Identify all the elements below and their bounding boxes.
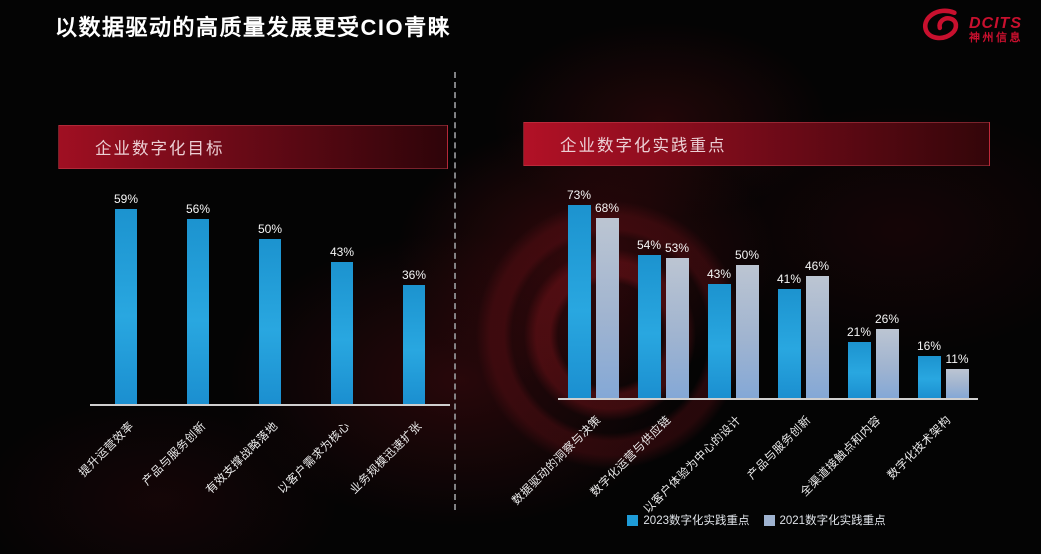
bar-value-label: 73% (566, 188, 592, 202)
bar-item: 50% (257, 222, 283, 404)
bar (595, 218, 619, 398)
logo-brand-text: DCITS (969, 14, 1022, 32)
bar (945, 369, 969, 398)
practice-category-axis: 数据驱动的洞察与决策 数字化运营与供应链 以客户体验为中心的设计 产品与服务创新 全渠道… (510, 400, 978, 516)
legend-swatch-2023 (627, 514, 639, 526)
bar-value-label: 41% (776, 272, 802, 286)
bar-item: 43% (706, 267, 732, 398)
bar-value-label: 36% (401, 268, 427, 282)
bar-value-label: 53% (664, 241, 690, 255)
goals-header-banner: 企业数字化目标 (58, 125, 448, 169)
legend-swatch-2021 (763, 514, 775, 526)
bar-group: 54% 53% (628, 238, 698, 398)
bar-item: 46% (804, 259, 830, 398)
bar (115, 209, 137, 404)
bar (331, 262, 353, 404)
bar-item: 41% (776, 272, 802, 398)
goals-panel: 企业数字化目标 59% 56% 50% 43% 36% 提升运营效率 产品与服务创新 有效支… (58, 125, 450, 516)
bar (777, 289, 801, 398)
company-logo: DCITS 神州信息 (920, 8, 1023, 51)
bar-value-label: 50% (734, 248, 760, 262)
legend-item-2021: 2021数字化实践重点 (763, 512, 886, 528)
practice-header-banner: 企业数字化实践重点 (523, 122, 990, 166)
bar-group: 43% (306, 245, 378, 404)
bar-item: 68% (594, 201, 620, 398)
practice-plot-area: 73% 68% 54% 53% 43% 50% 41% 46% 21% 26% 16% 11% (558, 186, 978, 400)
practice-bar-chart: 73% 68% 54% 53% 43% 50% 41% 46% 21% 26% 16% 11% 数据驱… (510, 186, 978, 516)
bar-value-label: 59% (113, 192, 139, 206)
category-slot: 提升运营效率 (77, 406, 162, 516)
category-slot: 全渠道接触点和内容 (799, 400, 908, 510)
category-slot: 以客户需求为核心 (276, 406, 378, 516)
bar-group: 21% 26% (838, 312, 908, 398)
goals-plot-area: 59% 56% 50% 43% 36% (90, 189, 450, 406)
legend-item-2023: 2023数字化实践重点 (627, 512, 750, 528)
bar-value-label: 11% (945, 352, 969, 366)
bar-item: 43% (329, 245, 355, 404)
bar-value-label: 16% (916, 339, 942, 353)
chart-legend: 2023数字化实践重点 2021数字化实践重点 (523, 512, 990, 528)
bar-item: 56% (185, 202, 211, 404)
page-title: 以数据驱动的高质量发展更受CIO青睐 (55, 15, 452, 40)
bar-value-label: 68% (594, 201, 620, 215)
bar (259, 239, 281, 404)
bar-item: 36% (401, 268, 427, 404)
legend-label-2021: 2021数字化实践重点 (779, 515, 886, 527)
bar-item: 16% (916, 339, 942, 398)
bar-item: 73% (566, 188, 592, 398)
bar-group: 43% 50% (698, 248, 768, 398)
bar-group: 50% (234, 222, 306, 404)
category-slot: 业务规模迅速扩张 (348, 406, 450, 516)
bar-group: 56% (162, 202, 234, 404)
bar-item: 59% (113, 192, 139, 404)
bar-value-label: 43% (706, 267, 732, 281)
bar-value-label: 21% (846, 325, 872, 339)
legend-label-2023: 2023数字化实践重点 (643, 515, 750, 527)
bar (637, 255, 661, 398)
dashed-divider (454, 72, 456, 510)
bar-value-label: 50% (257, 222, 283, 236)
category-label: 数据驱动的洞察与决策 (510, 414, 604, 508)
bar (875, 329, 899, 398)
category-label: 提升运营效率 (77, 420, 137, 480)
bar-item: 53% (664, 241, 690, 398)
bar (735, 265, 759, 398)
category-slot: 数字化技术架构 (886, 400, 978, 510)
bar-item: 26% (874, 312, 900, 398)
bar-item: 21% (846, 325, 872, 398)
bar-group: 59% (90, 192, 162, 404)
bar-value-label: 54% (636, 238, 662, 252)
category-slot: 有效支撑战略落地 (204, 406, 306, 516)
bar-item: 50% (734, 248, 760, 398)
bar-group: 16% 11% (908, 339, 978, 398)
bar (403, 285, 425, 404)
bar-item: 54% (636, 238, 662, 398)
logo-company-name: 神州信息 (969, 32, 1023, 45)
bar-value-label: 43% (329, 245, 355, 259)
category-slot: 产品与服务创新 (141, 406, 234, 516)
bar (805, 276, 829, 398)
bar (917, 356, 941, 398)
bar (187, 219, 209, 404)
goals-category-axis: 提升运营效率 产品与服务创新 有效支撑战略落地 以客户需求为核心 业务规模迅速扩张 (77, 406, 450, 516)
bar-item: 11% (945, 352, 969, 398)
bar (707, 284, 731, 398)
bar-value-label: 56% (185, 202, 211, 216)
category-slot: 以客户体验为中心的设计 (642, 400, 768, 516)
bar (665, 258, 689, 398)
bar-group: 73% 68% (558, 188, 628, 398)
bar-group: 41% 46% (768, 259, 838, 398)
practice-panel: 企业数字化实践重点 73% 68% 54% 53% 43% 50% 41% 46% 21% 26%… (510, 122, 990, 528)
bar (567, 205, 591, 398)
goals-bar-chart: 59% 56% 50% 43% 36% 提升运营效率 产品与服务创新 有效支撑战略落地 以客户… (77, 189, 450, 516)
bar-group: 36% (378, 268, 450, 404)
bar-value-label: 46% (804, 259, 830, 273)
bar (847, 342, 871, 398)
dcits-swirl-icon (920, 8, 964, 51)
logo-text-block: DCITS 神州信息 (969, 15, 1023, 45)
bar-value-label: 26% (874, 312, 900, 326)
